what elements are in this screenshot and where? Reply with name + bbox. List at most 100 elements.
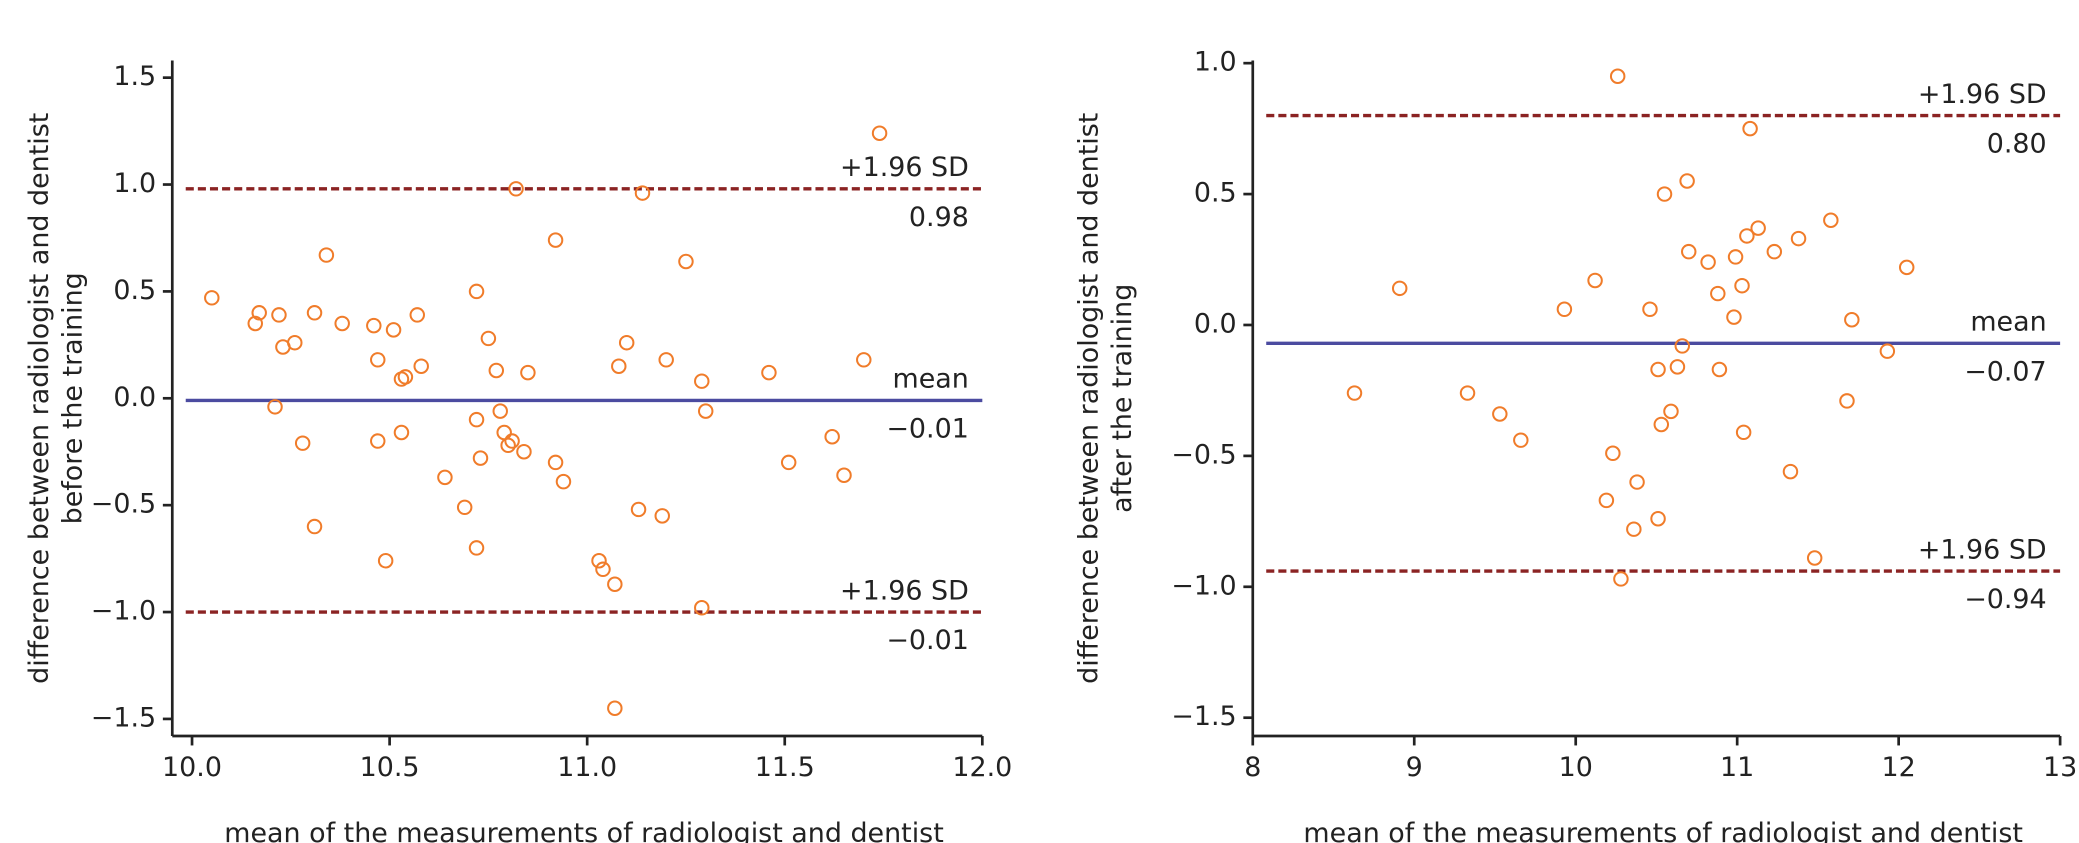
point bbox=[508, 181, 524, 197]
point bbox=[468, 540, 485, 556]
point bbox=[694, 600, 710, 616]
point bbox=[1587, 272, 1603, 289]
reference-line-name: +1.96 SD bbox=[840, 575, 969, 606]
point bbox=[634, 185, 651, 201]
x-tick-label: 11.0 bbox=[557, 752, 617, 783]
point bbox=[1681, 243, 1697, 260]
point bbox=[1711, 361, 1728, 378]
point bbox=[654, 508, 670, 524]
reference-line-annotation: −0.01 bbox=[886, 625, 968, 656]
point bbox=[468, 411, 485, 428]
point bbox=[607, 576, 623, 592]
point bbox=[520, 364, 536, 381]
x-tick-label: 8 bbox=[1244, 752, 1261, 783]
point bbox=[504, 433, 520, 449]
point bbox=[1710, 285, 1726, 302]
point bbox=[1642, 301, 1658, 318]
x-tick-label: 9 bbox=[1406, 752, 1423, 783]
x-axis-label: mean of the measurements of radiologist … bbox=[224, 818, 943, 843]
point bbox=[306, 305, 323, 321]
point bbox=[1613, 571, 1629, 587]
y-tick-label: 0.0 bbox=[113, 382, 156, 413]
point bbox=[366, 317, 382, 334]
point bbox=[370, 352, 386, 368]
point bbox=[385, 322, 402, 338]
reference-line-annotation: −0.07 bbox=[1964, 356, 2046, 387]
point bbox=[480, 330, 497, 347]
point bbox=[611, 358, 627, 374]
point bbox=[1739, 228, 1755, 244]
point bbox=[500, 437, 516, 454]
point bbox=[555, 473, 572, 490]
x-tick-label: 11.5 bbox=[755, 752, 815, 783]
y-tick-label: 0.5 bbox=[1194, 178, 1237, 209]
point bbox=[267, 399, 283, 415]
point bbox=[1556, 301, 1573, 318]
point bbox=[607, 700, 623, 716]
y-tick-label: −1.0 bbox=[91, 596, 156, 627]
point bbox=[409, 307, 426, 323]
point bbox=[1726, 309, 1742, 325]
point bbox=[1750, 220, 1766, 236]
point bbox=[678, 253, 694, 270]
point bbox=[591, 553, 607, 569]
point bbox=[1605, 445, 1621, 462]
point bbox=[437, 469, 453, 486]
y-axis-label: after the training bbox=[1107, 284, 1138, 513]
y-tick-label: 1.0 bbox=[1194, 47, 1237, 78]
point bbox=[856, 352, 872, 368]
point bbox=[697, 403, 714, 419]
y-axis-label: before the training bbox=[58, 272, 89, 524]
reference-line-name: +1.96 SD bbox=[840, 152, 969, 183]
point bbox=[694, 373, 710, 389]
point bbox=[1656, 186, 1673, 202]
point bbox=[1766, 243, 1783, 260]
point bbox=[294, 435, 311, 451]
point bbox=[824, 429, 840, 445]
y-axis-label: difference between radiologist and denti… bbox=[24, 113, 55, 684]
point bbox=[1650, 361, 1666, 378]
point bbox=[1609, 68, 1626, 84]
point bbox=[1823, 212, 1839, 228]
point bbox=[247, 315, 263, 332]
reference-line-annotation: 0.80 bbox=[1987, 129, 2047, 160]
point bbox=[1629, 474, 1645, 490]
point bbox=[1898, 259, 1915, 276]
point bbox=[1727, 249, 1744, 265]
x-tick-label: 10.5 bbox=[360, 752, 420, 783]
y-axis-label: difference between radiologist and denti… bbox=[1073, 113, 1104, 684]
x-tick-label: 12 bbox=[1882, 752, 1916, 783]
x-tick-label: 13 bbox=[2043, 752, 2077, 783]
point bbox=[287, 334, 303, 351]
reference-line-annotation: −0.01 bbox=[886, 414, 968, 445]
reference-line-name: mean bbox=[1970, 307, 2046, 338]
point bbox=[761, 364, 777, 381]
reference-line-name: mean bbox=[893, 364, 969, 395]
point bbox=[516, 443, 532, 460]
point bbox=[271, 307, 287, 323]
point bbox=[871, 125, 888, 141]
x-tick-label: 11 bbox=[1720, 752, 1754, 783]
point bbox=[658, 352, 674, 368]
point bbox=[456, 499, 473, 516]
x-axis-label: mean of the measurements of radiologist … bbox=[1303, 818, 2022, 843]
point bbox=[1806, 550, 1823, 566]
y-tick-label: 0.5 bbox=[113, 275, 156, 306]
point bbox=[488, 362, 505, 379]
point bbox=[595, 561, 611, 578]
reference-line-annotation: −0.94 bbox=[1964, 584, 2046, 615]
point bbox=[306, 518, 323, 535]
point bbox=[1742, 120, 1758, 137]
point bbox=[1734, 277, 1750, 294]
point bbox=[1626, 521, 1642, 537]
y-tick-label: 1.0 bbox=[113, 168, 156, 199]
point bbox=[1879, 343, 1896, 359]
point bbox=[836, 467, 852, 483]
point bbox=[1598, 492, 1615, 509]
point bbox=[334, 315, 350, 332]
point bbox=[1346, 385, 1363, 401]
y-tick-label: −1.5 bbox=[1171, 701, 1236, 732]
point bbox=[413, 358, 429, 374]
point bbox=[393, 424, 410, 441]
